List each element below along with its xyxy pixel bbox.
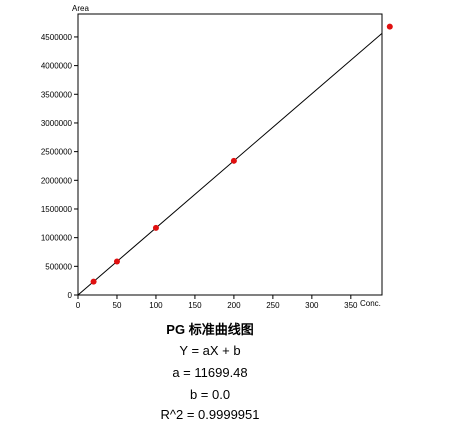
x-axis-label: Conc. <box>360 299 381 308</box>
y-axis-label: Area <box>72 4 89 13</box>
y-tick-label: 500000 <box>45 262 72 271</box>
y-tick-label: 0 <box>68 291 73 300</box>
intercept-value: b = 0.0 <box>189 387 231 402</box>
data-point <box>90 278 97 285</box>
y-axis-ticks: 0 500000 1000000 1500000 2000000 2500000 30000… <box>41 33 78 300</box>
data-point <box>386 23 393 30</box>
data-point <box>113 258 120 265</box>
y-tick-label: 3000000 <box>41 119 73 128</box>
fit-equation: Y = aX + b <box>179 343 241 358</box>
y-tick-label: 1000000 <box>41 234 73 243</box>
y-tick-label: 3500000 <box>41 90 73 99</box>
y-tick-label: 2500000 <box>41 148 73 157</box>
slope-value: a = 11699.48 <box>172 365 248 380</box>
y-tick-label: 1500000 <box>41 205 73 214</box>
data-point <box>152 224 159 231</box>
chart-title: PG 标准曲线图 <box>166 322 254 337</box>
x-tick-label: 50 <box>113 301 122 310</box>
x-tick-label: 250 <box>266 301 280 310</box>
x-tick-label: 100 <box>149 301 163 310</box>
data-point <box>230 157 237 164</box>
r-squared-value: R^2 = 0.9999951 <box>160 407 260 422</box>
calibration-chart: 0 50 100 150 200 250 300 350 0 500000 1000000 1500… <box>41 4 393 310</box>
x-tick-label: 350 <box>344 301 358 310</box>
y-tick-label: 2000000 <box>41 176 73 185</box>
x-tick-label: 200 <box>227 301 241 310</box>
y-tick-label: 4500000 <box>41 33 73 42</box>
x-tick-label: 150 <box>188 301 202 310</box>
y-tick-label: 4000000 <box>41 62 73 71</box>
plot-frame <box>77 13 383 296</box>
fit-line <box>77 32 383 296</box>
data-points <box>90 23 393 285</box>
x-axis-ticks: 0 50 100 150 200 250 300 350 <box>76 295 358 310</box>
x-tick-label: 300 <box>305 301 319 310</box>
x-tick-label: 0 <box>76 301 81 310</box>
